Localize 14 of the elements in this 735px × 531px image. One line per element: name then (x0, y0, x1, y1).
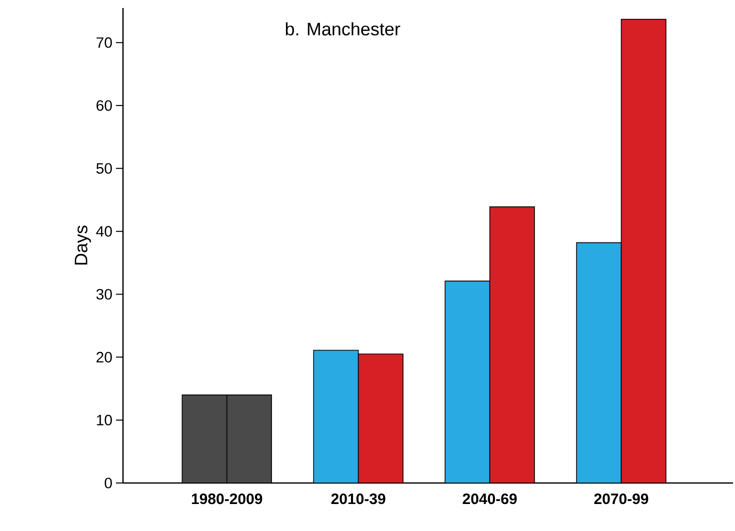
x-tick-label: 2070-99 (594, 494, 648, 504)
text: b. Manchester (286, 22, 400, 36)
y-axis-title: Days (74, 226, 91, 265)
y-tick-label: 0 (104, 478, 112, 488)
x-tick-label: 1980-2009 (192, 494, 262, 504)
y-tick-label: 70 (96, 37, 112, 48)
y-tick-label: 10 (96, 414, 112, 426)
y-tick-label: 20 (96, 352, 112, 362)
y-tick-label: 40 (96, 226, 112, 237)
y-tick-label: 50 (96, 163, 112, 174)
x-tick-label: 2010-39 (331, 494, 386, 504)
y-tick-label: 30 (96, 288, 112, 300)
y-tick-label: 60 (96, 100, 112, 111)
x-tick-label: 2040-69 (462, 494, 517, 504)
